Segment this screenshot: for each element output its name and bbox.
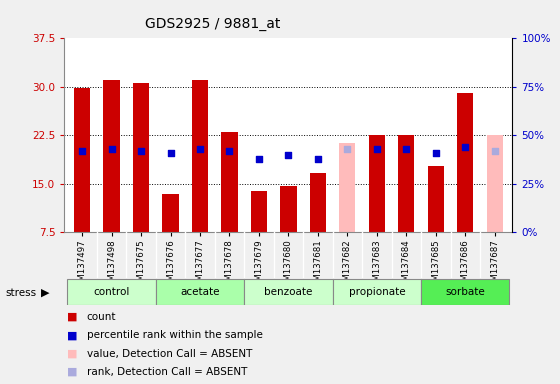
Text: GSM137683: GSM137683 [372,239,381,292]
Point [107,146,116,152]
Text: ■: ■ [67,330,78,340]
Text: GSM137680: GSM137680 [284,239,293,292]
FancyBboxPatch shape [244,279,333,305]
FancyBboxPatch shape [333,279,421,305]
Point [343,146,352,152]
Text: ▶: ▶ [41,288,49,298]
Point [402,146,411,152]
Point [314,156,323,162]
Bar [428,166,444,232]
Text: GDS2925 / 9881_at: GDS2925 / 9881_at [145,17,281,31]
Text: stress: stress [6,288,37,298]
Bar [192,80,208,232]
Bar [398,135,414,232]
Text: GSM137498: GSM137498 [107,239,116,292]
Point [461,144,470,150]
Point [78,148,87,154]
Point [254,156,263,162]
Text: ■: ■ [67,312,78,322]
Bar [457,93,473,232]
Text: GSM137675: GSM137675 [137,239,146,292]
Text: rank, Detection Call = ABSENT: rank, Detection Call = ABSENT [87,367,247,377]
Point [137,148,146,154]
Bar [74,88,90,232]
Text: GSM137686: GSM137686 [461,239,470,292]
Text: sorbate: sorbate [445,287,485,297]
Text: GSM137685: GSM137685 [431,239,440,292]
Bar [104,80,120,232]
Text: GSM137497: GSM137497 [78,239,87,292]
Bar [368,135,385,232]
Point [431,150,440,156]
Point [166,150,175,156]
Point [490,148,499,154]
Text: acetate: acetate [180,287,220,297]
Bar [310,174,326,232]
Bar [162,194,179,232]
Text: ■: ■ [67,367,78,377]
Point [284,152,293,158]
Point [372,146,381,152]
Text: GSM137681: GSM137681 [314,239,323,292]
Bar [339,143,356,232]
Text: GSM137676: GSM137676 [166,239,175,292]
Bar [281,186,296,232]
Text: GSM137679: GSM137679 [254,239,263,292]
Bar [487,136,503,232]
Text: percentile rank within the sample: percentile rank within the sample [87,330,263,340]
Text: ■: ■ [67,349,78,359]
Text: GSM137682: GSM137682 [343,239,352,292]
Bar [251,191,267,232]
Text: GSM137687: GSM137687 [490,239,499,292]
Point [195,146,204,152]
Text: count: count [87,312,116,322]
Text: value, Detection Call = ABSENT: value, Detection Call = ABSENT [87,349,252,359]
FancyBboxPatch shape [156,279,244,305]
Bar [133,83,149,232]
FancyBboxPatch shape [421,279,510,305]
Bar [221,132,237,232]
Text: GSM137677: GSM137677 [195,239,204,292]
Text: propionate: propionate [348,287,405,297]
Point [225,148,234,154]
Text: benzoate: benzoate [264,287,312,297]
Text: GSM137678: GSM137678 [225,239,234,292]
FancyBboxPatch shape [67,279,156,305]
Text: control: control [94,287,130,297]
Text: GSM137684: GSM137684 [402,239,411,292]
